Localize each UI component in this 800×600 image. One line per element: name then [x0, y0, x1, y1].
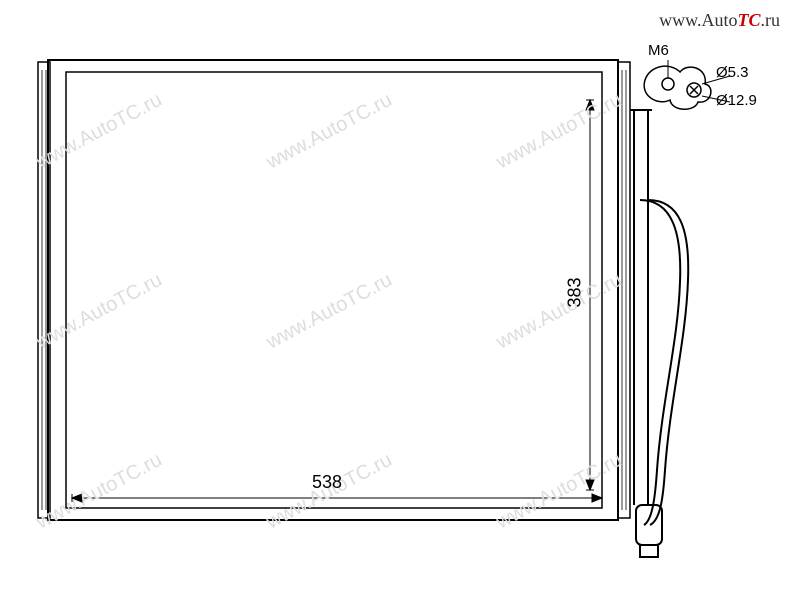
radiator-outer: [48, 60, 618, 520]
dimension-width: [72, 494, 602, 502]
dimension-height-label: 383: [565, 277, 586, 307]
dimension-height: [586, 100, 594, 490]
outlet-pipes: [630, 110, 688, 557]
spec-d1: Ø5.3: [716, 64, 749, 81]
logo-suffix: .ru: [761, 10, 781, 30]
logo-prefix: www.Auto: [659, 10, 737, 30]
logo-mid: TC: [737, 10, 760, 30]
spec-thread: M6: [648, 42, 669, 59]
side-tank-right: [618, 62, 630, 518]
radiator-inner: [66, 72, 602, 508]
spec-d2: Ø12.9: [716, 92, 757, 109]
technical-diagram: [0, 0, 800, 600]
dimension-width-label: 538: [312, 472, 342, 493]
source-url: www.AutoTC.ru: [659, 10, 780, 31]
